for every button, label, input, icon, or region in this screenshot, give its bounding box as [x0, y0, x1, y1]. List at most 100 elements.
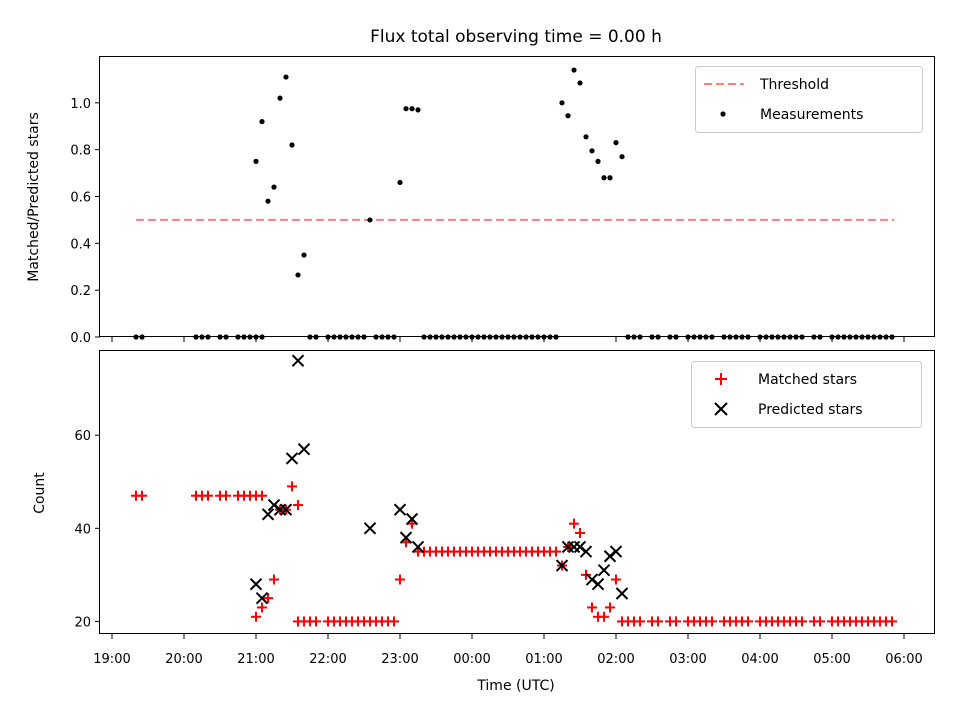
measurement-point — [865, 334, 871, 340]
threshold-legend-label: Threshold — [759, 77, 829, 93]
predicted-star-point — [609, 545, 623, 558]
measurement-point — [877, 334, 883, 340]
matched-star-point — [569, 518, 579, 529]
x-tick-label: 06:00 — [885, 652, 922, 667]
matched-star-point — [635, 616, 645, 627]
x-tick-label: 01:00 — [525, 652, 562, 667]
predicted-legend-label: Predicted stars — [758, 402, 863, 418]
ratio-y-ticks: 0.0 0.2 0.4 0.6 0.8 1.0 — [70, 97, 100, 346]
measurement-point — [397, 179, 403, 186]
measurement-point — [739, 334, 745, 340]
ratio-plot: 0.0 0.2 0.4 0.6 0.8 1.0 Matched/Predicted sta… — [26, 56, 935, 346]
measurement-point — [733, 334, 739, 340]
ratio-y-tick-label: 0.6 — [70, 191, 91, 206]
predicted-star-point — [411, 540, 425, 554]
measurement-point — [787, 334, 793, 340]
measurement-point — [271, 184, 277, 190]
measurement-point — [781, 334, 787, 340]
matched-star-point — [251, 611, 261, 622]
measurement-point — [667, 334, 673, 340]
measurement-point — [433, 334, 439, 340]
count-plot-frame — [99, 350, 935, 634]
measurement-point — [583, 134, 589, 140]
measurement-point — [451, 334, 457, 340]
matched-star-point — [395, 574, 405, 585]
measurement-point — [481, 334, 487, 340]
count-y-axis-label: Count — [32, 472, 48, 514]
measurement-point — [139, 334, 145, 340]
measurement-point — [655, 334, 661, 340]
matched-star-point — [389, 616, 399, 627]
measurement-point — [283, 74, 289, 80]
predicted-star-point — [297, 442, 311, 456]
predicted-star-point — [615, 587, 629, 600]
predicted-star-point — [579, 545, 593, 558]
predicted-star-point — [393, 503, 407, 516]
matched-star-point — [887, 616, 897, 627]
measurement-point — [673, 334, 679, 340]
measurement-point — [565, 113, 571, 119]
measurement-point — [193, 334, 199, 340]
measurement-point — [379, 334, 385, 340]
measurement-point — [547, 334, 553, 340]
measurement-point — [571, 67, 577, 73]
matched-star-point — [797, 616, 807, 627]
matched-star-point — [203, 490, 213, 501]
measurement-point — [595, 158, 601, 164]
measurement-point — [691, 334, 697, 340]
measurement-point — [415, 107, 421, 113]
matched-stars-points — [131, 481, 897, 627]
measurement-point — [871, 334, 877, 340]
matched-star-point — [605, 602, 615, 613]
matched-star-point — [653, 616, 663, 627]
matched-star-point — [599, 611, 609, 622]
measurement-point — [523, 334, 529, 340]
measurement-point — [385, 334, 391, 340]
measurement-point — [223, 334, 229, 340]
measurement-point — [421, 334, 427, 340]
measurement-point — [685, 334, 691, 340]
figure-title: Flux total observing time = 0.00 h — [370, 27, 662, 47]
count-plot: 20 40 60 19:00 20:00 21:00 22:00 23:00 00:00 01:… — [32, 350, 935, 694]
measurement-point — [589, 148, 595, 154]
measurement-point — [313, 334, 319, 340]
x-tick-label: 23:00 — [381, 652, 418, 667]
matched-star-point — [311, 616, 321, 627]
measurement-point — [841, 334, 847, 340]
measurement-point — [763, 334, 769, 340]
matched-legend-label: Matched stars — [758, 372, 857, 388]
predicted-star-point — [597, 564, 611, 577]
measurement-point — [439, 334, 445, 340]
ratio-legend: Threshold Measurements — [695, 66, 923, 133]
measurement-point — [475, 334, 481, 340]
measurement-point — [349, 334, 355, 340]
measurement-point — [697, 334, 703, 340]
x-tick-label: 04:00 — [741, 652, 778, 667]
measurement-points — [133, 67, 895, 340]
measurement-point — [727, 334, 733, 340]
matched-star-point — [137, 490, 147, 501]
predicted-star-point — [405, 512, 419, 526]
measurements-legend-label: Measurements — [760, 107, 863, 123]
x-tick-label: 22:00 — [309, 652, 346, 667]
measurement-point — [541, 334, 547, 340]
predicted-star-point — [285, 452, 299, 465]
measurement-point — [745, 334, 751, 340]
matched-star-point — [587, 602, 597, 613]
measurement-point — [307, 334, 313, 340]
measurement-point — [607, 175, 613, 181]
measurement-point — [559, 100, 565, 106]
measurement-point — [337, 334, 343, 340]
matched-star-point — [293, 500, 303, 511]
matched-star-point — [575, 527, 585, 538]
x-tick-label: 21:00 — [237, 652, 274, 667]
measurement-point — [859, 334, 865, 340]
measurement-point — [577, 80, 583, 86]
x-axis-label: Time (UTC) — [476, 678, 554, 694]
measurement-point — [601, 175, 607, 181]
measurement-point — [445, 334, 451, 340]
predicted-legend-swatch — [714, 402, 728, 416]
matched-star-point — [815, 616, 825, 627]
measurement-point — [499, 334, 505, 340]
measurement-point — [355, 334, 361, 340]
